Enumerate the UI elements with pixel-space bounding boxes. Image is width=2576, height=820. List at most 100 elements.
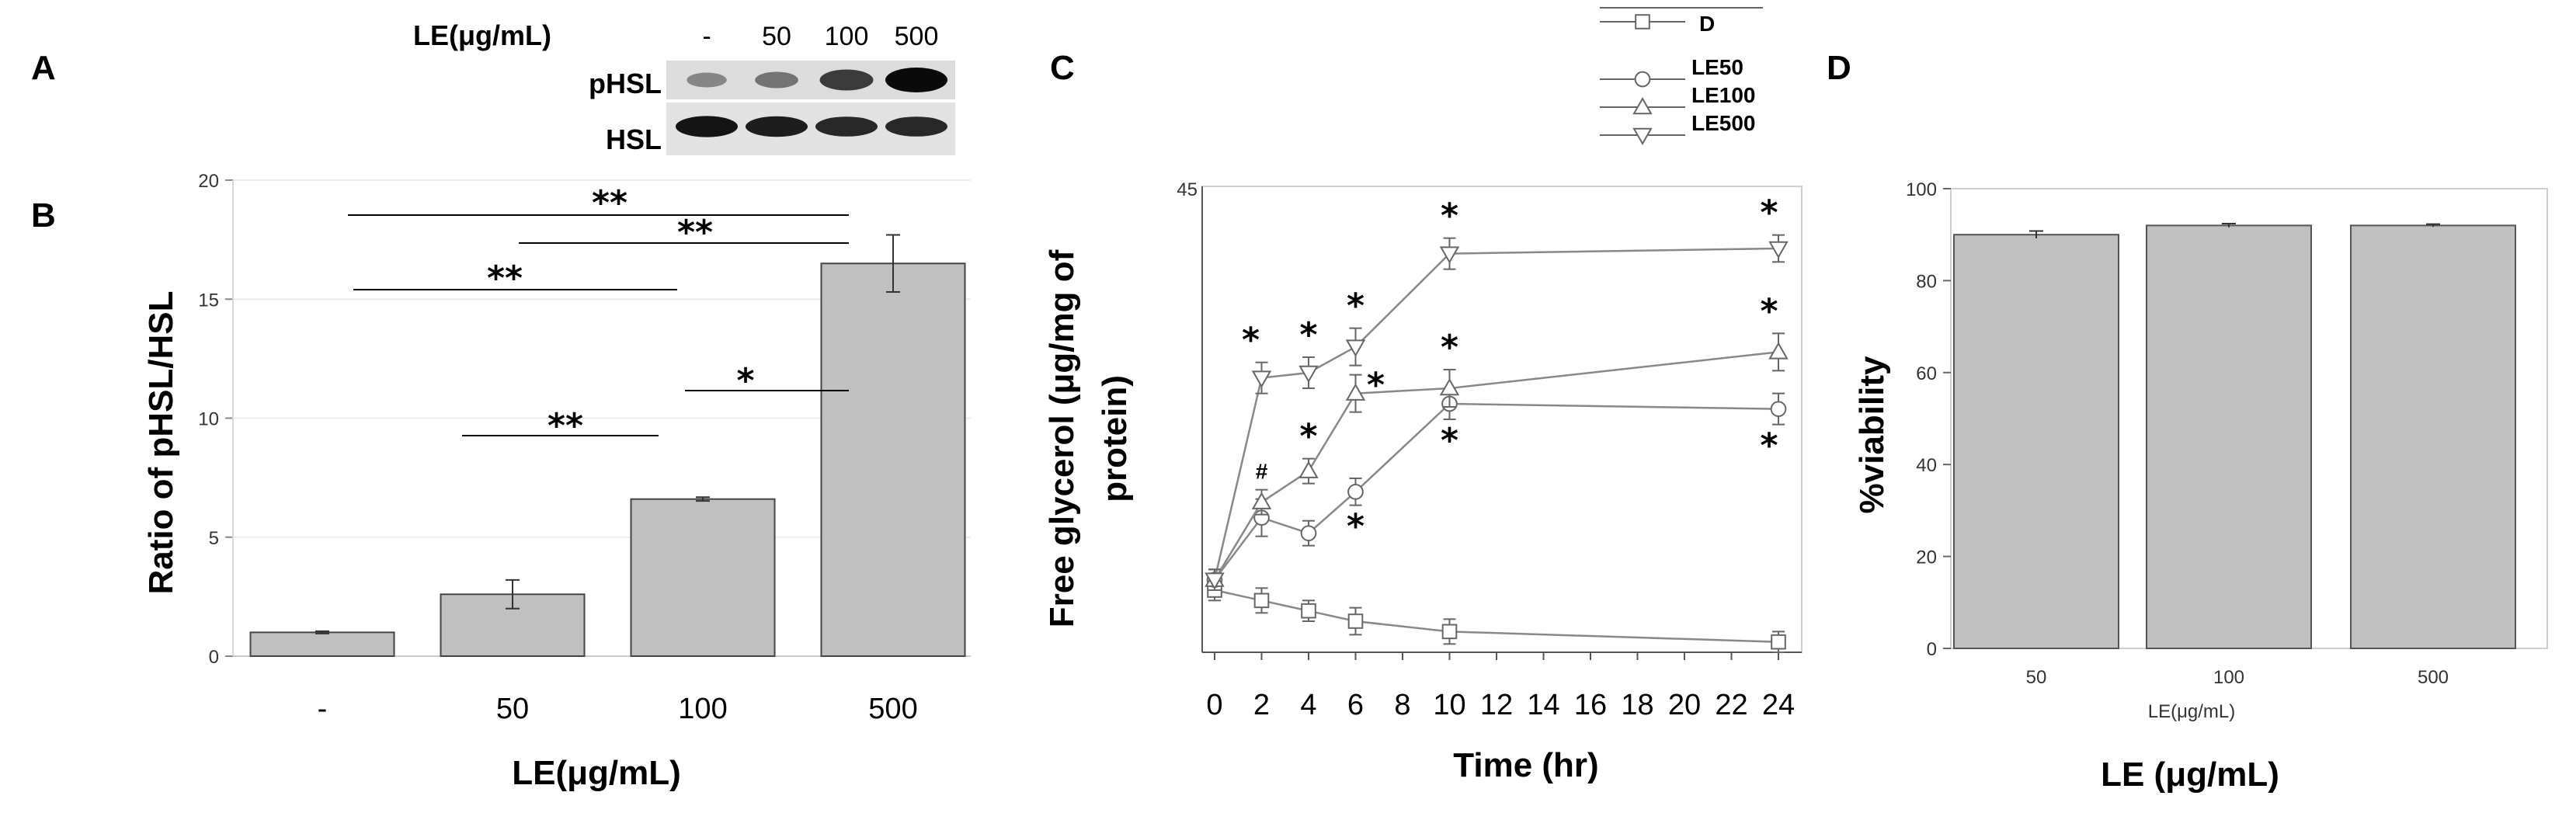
c-x-tick-label: 8 [1394,689,1410,721]
blot-lane-label: 50 [762,22,791,51]
c-x-tick-label: 2 [1253,689,1270,721]
d-bar [1953,234,2119,649]
c-significance-label: * [1299,315,1317,355]
d-y-tick-label: 60 [1916,363,1937,384]
c-significance-label: * [1760,426,1778,466]
c-data-point [1441,624,1458,640]
c-x-tick-label: 12 [1480,689,1513,721]
blot-lane-label: 500 [895,22,939,51]
d-x-axis-sublabel: LE(μg/mL) [2148,701,2236,722]
blot-header-label: LE(μg/mL) [413,19,551,51]
c-x-tick-label: 24 [1762,689,1795,721]
d-y-tick-label: 80 [1916,271,1937,292]
b-x-axis-label: LE(μg/mL) [512,754,681,792]
c-significance-label: * [1760,291,1778,331]
b-y-axis-label: Ratio of pHSL/HSL [142,290,180,594]
blot-row-label-hsl: HSL [606,123,662,155]
c-data-point [1298,460,1319,478]
c-data-point [1345,339,1366,357]
d-y-tick-label: 0 [1927,639,1937,660]
d-x-tick-label: 50 [2026,667,2047,688]
blot-lane-label: 100 [825,22,869,51]
c-legend-label: LE100 [1691,83,1756,107]
c-significance-label: * [1242,321,1260,360]
blot-band-hsl [885,116,947,137]
c-series-line [1214,589,1779,643]
blot-band-phsl [755,71,798,89]
d-x-axis-label: LE (μg/mL) [2101,756,2279,794]
c-data-point [1770,401,1787,418]
d-x-tick-label: 100 [2213,667,2244,688]
c-legend-marker [1634,71,1651,88]
b-y-tick-label: 10 [198,409,219,430]
c-y-axis-label-line2: protein) [1096,375,1134,502]
c-x-axis-label: Time (hr) [1453,746,1598,784]
c-legend-label: LE50 [1691,55,1743,79]
b-significance-label: ** [487,259,523,298]
c-significance-label: * [1441,328,1458,367]
c-data-point [1298,365,1319,384]
c-data-point [1300,525,1317,542]
c-legend-marker [1632,96,1653,115]
c-significance-label: * [1441,196,1458,236]
b-bar [630,498,776,658]
d-y-tick-label: 20 [1916,547,1937,568]
western-blot: LE(μg/mL) - 50 100 500 pHSL HSL [413,19,955,155]
d-y-tick-label: 40 [1916,455,1937,476]
blot-row-label-phsl: pHSL [589,68,662,99]
c-data-point [1768,342,1789,360]
blot-lane-label: - [702,22,711,51]
c-significance-label: * [1347,287,1364,326]
c-series-line [1213,247,1779,580]
c-significance-label: # [1256,460,1268,484]
b-x-tick-label: 100 [678,693,727,725]
blot-band-hsl [746,116,808,137]
c-data-point [1301,603,1316,619]
blot-band-hsl [676,116,738,137]
b-y-tick-label: 20 [198,171,219,192]
c-y-axis-label-line1: Free glycerol (μg/mg of [1043,249,1081,627]
blot-band-phsl [687,72,727,88]
c-x-tick-label: 16 [1574,689,1607,721]
c-data-point [1347,613,1364,629]
panel-label-c: C [1050,49,1075,87]
chart-d: 0 20 40 60 80 100 50 100 500 %viability LE(μg/m… [1853,179,2548,794]
c-data-point [1205,572,1225,590]
b-y-tick-label: 5 [209,528,219,549]
c-x-tick-label: 10 [1433,689,1465,721]
c-data-point [1345,383,1366,401]
c-legend-marker [1635,14,1650,30]
c-x-tick-label: 14 [1527,689,1559,721]
c-significance-label: * [1441,421,1458,460]
c-y-tick-top: 45 [1177,179,1198,200]
b-y-tick-label: 15 [198,290,219,311]
d-x-tick-label: 500 [2418,667,2449,688]
c-series-line [1213,351,1779,581]
chart-c: 0 2 4 6 8 10 12 14 16 18 20 22 24 45 *#*********** D… [1043,7,1803,784]
c-significance-label: * [1367,366,1385,405]
c-data-point [1771,634,1786,650]
blot-band-phsl [819,69,874,91]
blot-band-phsl [885,68,947,92]
b-bar [820,262,966,657]
b-significance-label: ** [677,213,713,252]
c-x-tick-label: 20 [1668,689,1701,721]
c-significance-label: * [1347,507,1364,547]
panel-label-b: B [31,196,56,235]
c-x-tick-label: 6 [1347,689,1364,721]
panel-label-d: D [1827,49,1851,87]
b-significance-label: * [736,361,754,401]
c-data-point [1768,241,1789,259]
c-data-point [1439,246,1460,264]
c-data-point [1253,592,1270,609]
c-x-tick-label: 18 [1621,689,1653,721]
c-significance-label: * [1299,417,1317,457]
d-y-tick-label: 100 [1906,179,1937,200]
c-legend-label: LE500 [1691,111,1756,135]
d-bar [2350,224,2516,649]
b-x-tick-label: 50 [496,693,529,725]
c-x-tick-label: 22 [1715,689,1747,721]
b-significance-label: ** [592,183,627,223]
